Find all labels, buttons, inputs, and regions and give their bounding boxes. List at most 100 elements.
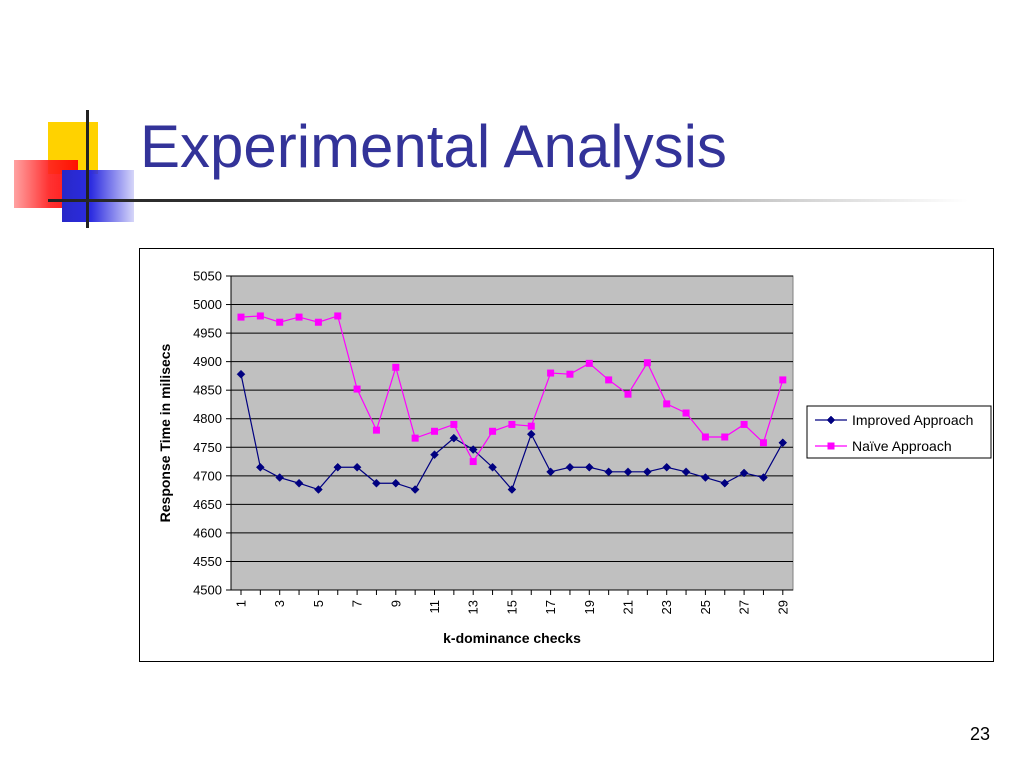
data-point-improved: [526, 429, 536, 439]
data-point-improved: [314, 485, 323, 494]
data-point-improved: [275, 473, 285, 482]
slide-title: Experimental Analysis: [140, 113, 727, 180]
data-point-naive: [295, 313, 303, 321]
data-point-naive: [469, 458, 477, 466]
x-tick-label: 19: [582, 600, 597, 614]
data-point-naive: [489, 427, 497, 435]
y-axis-title: Response Time in milisecs: [157, 343, 173, 522]
data-point-naive: [721, 433, 729, 441]
data-point-improved: [584, 462, 594, 472]
data-point-improved: [759, 473, 768, 482]
data-point-naive: [237, 313, 245, 321]
y-tick-label: 4900: [193, 354, 222, 369]
x-tick-label: 29: [775, 600, 790, 614]
data-point-naive: [566, 370, 574, 378]
y-tick-label: 4800: [193, 411, 222, 426]
y-tick-label: 5000: [193, 297, 222, 312]
data-point-naive: [411, 434, 419, 442]
data-point-improved: [720, 478, 730, 488]
data-point-improved: [546, 467, 555, 477]
y-tick-label: 4650: [193, 497, 222, 512]
data-point-improved: [372, 478, 381, 488]
data-point-improved: [565, 462, 575, 472]
y-tick-label: 4950: [193, 326, 222, 341]
data-point-improved: [294, 478, 304, 488]
data-point-naive: [450, 420, 458, 428]
legend: [806, 405, 992, 459]
y-tick-label: 4500: [193, 583, 222, 598]
y-tick-label: 4550: [193, 554, 222, 569]
data-point-improved: [391, 478, 401, 488]
x-tick-label: 5: [311, 600, 326, 607]
x-tick-label: 27: [737, 600, 752, 614]
data-point-naive: [392, 363, 400, 371]
line-chart: 4500 4550 4600 4650 4700 4750 4800 4850 4900 4950…: [157, 269, 992, 646]
data-point-naive: [759, 439, 767, 447]
x-tick-label: 25: [698, 600, 713, 614]
data-point-naive: [431, 427, 438, 435]
data-point-naive: [624, 390, 632, 398]
data-point-improved: [468, 445, 478, 454]
data-point-improved: [410, 485, 420, 494]
data-point-naive: [740, 420, 748, 428]
data-point-naive: [508, 420, 516, 428]
data-point-improved: [778, 438, 788, 448]
x-tick-label: 21: [621, 600, 636, 614]
data-point-improved: [623, 467, 633, 477]
data-point-improved: [739, 468, 749, 478]
y-tick-label: 4750: [193, 440, 222, 455]
data-point-improved: [507, 485, 517, 494]
data-point-improved: [333, 462, 343, 472]
data-point-improved: [681, 467, 691, 477]
data-point-naive: [334, 312, 342, 320]
data-point-naive: [779, 376, 787, 384]
data-point-improved: [255, 462, 265, 472]
x-tick-label: 13: [466, 600, 481, 614]
data-point-improved: [701, 473, 710, 482]
data-point-naive: [585, 359, 593, 367]
data-point-naive: [276, 318, 284, 326]
data-point-naive: [643, 359, 651, 367]
plot-area: [230, 275, 794, 591]
x-tick-label: 23: [659, 600, 674, 614]
decor-vertical-line: [86, 110, 89, 228]
data-point-naive: [682, 409, 690, 417]
data-point-naive: [372, 426, 380, 434]
data-point-improved: [352, 462, 362, 472]
x-tick-label: 9: [388, 600, 403, 607]
x-tick-label: 1: [234, 600, 249, 607]
x-tick-label: 3: [272, 600, 287, 607]
legend-label: Naïve Approach: [852, 438, 952, 454]
title-underline: [48, 199, 968, 202]
legend-label: Improved Approach: [852, 412, 973, 428]
data-point-improved: [236, 369, 246, 379]
chart-frame: 4500 4550 4600 4650 4700 4750 4800 4850 4900 4950…: [139, 248, 994, 662]
data-point-naive: [547, 369, 555, 377]
data-point-improved: [449, 433, 459, 443]
x-tick-label: 15: [504, 600, 519, 614]
y-tick-label: 5050: [193, 269, 222, 284]
y-tick-label: 4600: [193, 525, 222, 540]
data-point-naive: [314, 318, 322, 326]
page-number: 23: [969, 724, 990, 744]
data-point-naive: [527, 422, 535, 430]
x-tick-label: 11: [427, 600, 442, 614]
y-tick-label: 4850: [193, 383, 222, 398]
x-tick-label: 17: [543, 600, 558, 614]
data-point-naive: [353, 385, 361, 393]
data-point-improved: [642, 467, 652, 477]
data-point-improved: [662, 462, 672, 472]
data-point-naive: [256, 312, 264, 320]
data-point-naive: [605, 376, 613, 384]
data-point-improved: [488, 462, 497, 472]
x-axis-title: k-dominance checks: [443, 630, 581, 646]
y-tick-label: 4700: [193, 468, 222, 483]
data-point-naive: [663, 400, 671, 408]
legend-swatch-marker: [827, 442, 835, 450]
data-point-naive: [701, 433, 709, 441]
legend-swatch-marker: [826, 415, 836, 425]
data-point-improved: [604, 467, 614, 477]
x-tick-label: 7: [350, 600, 365, 607]
decor-blue-square: [62, 170, 134, 222]
data-point-improved: [430, 450, 439, 460]
